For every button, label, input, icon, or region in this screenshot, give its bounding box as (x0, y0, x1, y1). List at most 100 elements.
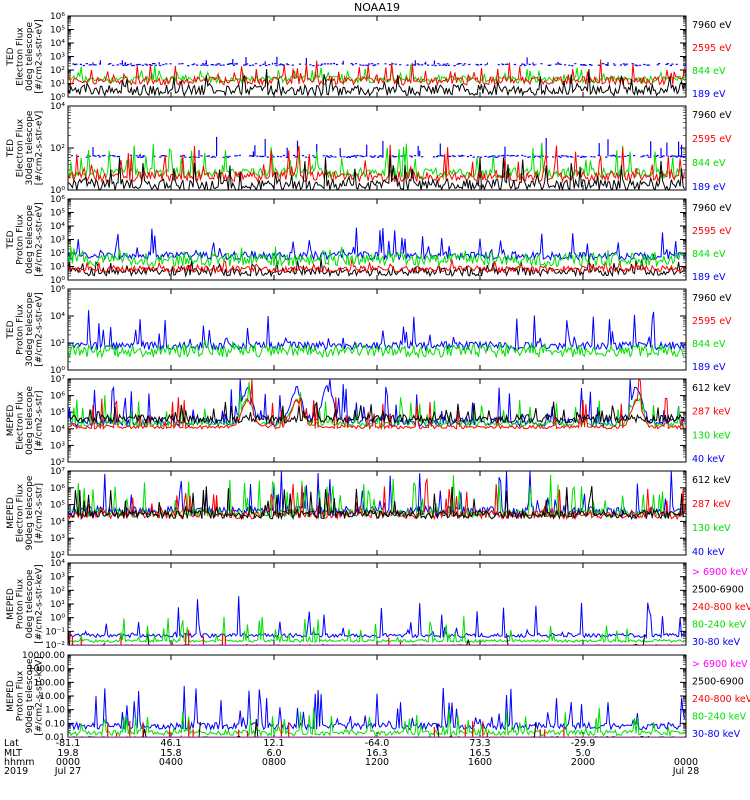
y-axis-label-line: 30deg telescope (25, 110, 35, 185)
x-tick-hhmm: 1600 (468, 757, 492, 768)
y-tick-label: 100.00 (34, 678, 66, 688)
x-tick-mlt: 19.8 (57, 748, 78, 759)
series-red (68, 379, 685, 431)
y-tick-label: 10² (50, 458, 65, 468)
legend-entry: 80-240 keV (692, 712, 747, 723)
y-tick-label: 10³ (50, 53, 65, 63)
x-tick-lat: -64.0 (365, 738, 390, 749)
y-tick-label: 10⁵ (50, 501, 65, 511)
y-axis-label-line: 30deg telescope (25, 292, 35, 367)
y-axis-label-line: MEPED (6, 680, 16, 712)
panel-7: 10⁻² 10⁻¹ 10⁰ 10¹ 10² 10³ 10⁴ MEPED Proton Flux 0… (6, 559, 750, 651)
legend-entry: 2595 eV (692, 316, 732, 327)
y-tick-label: 10⁰ (50, 276, 65, 286)
legend-entry: 189 eV (692, 182, 726, 193)
legend-entry: 7960 eV (692, 203, 732, 214)
legend-entry: 30-80 keV (692, 729, 741, 740)
figure-title: NOAA19 (354, 1, 400, 14)
legend-entry: > 6900 keV (692, 659, 748, 670)
legend-entry: 189 eV (692, 89, 726, 100)
y-tick-label: 10³ (50, 441, 65, 451)
y-axis-label-line: Proton Flux (16, 578, 26, 629)
x-tick-lat: -29.9 (571, 738, 596, 749)
y-tick-label: 10.00 (39, 692, 65, 702)
y-axis-label-line: 0deg telescope (25, 205, 35, 275)
y-axis-label-line: TED (6, 230, 16, 249)
y-axis-label-line: [#/cm2-s-str-keV] (35, 656, 45, 735)
y-tick-label: 10¹ (50, 600, 65, 610)
series-group (68, 136, 686, 190)
x-tick-lat: 73.3 (469, 738, 490, 749)
legend-entry: 40 keV (692, 547, 725, 558)
y-tick-label: 10⁶ (50, 285, 65, 295)
series-group (68, 685, 685, 737)
legend-entry: 844 eV (692, 158, 726, 169)
series-black (68, 401, 685, 425)
series-black (68, 257, 685, 278)
y-axis-label-line: 90deg telescope (25, 658, 35, 733)
x-row-label: Lat (4, 738, 19, 749)
y-tick-label: 10¹ (50, 263, 65, 273)
panel-frame (67, 288, 687, 371)
legend-entry: 7960 eV (692, 110, 732, 121)
y-tick-label: 10⁻² (45, 641, 65, 651)
series-black (68, 485, 685, 521)
x-tick-hhmm: 0000 (56, 757, 80, 768)
y-axis-label-line: [#/cm2-s-str] (35, 390, 45, 450)
panel-5: 10² 10³ 10⁴ 10⁵ 10⁶ 10⁷ MEPED Electron Flux 0deg… (6, 375, 731, 468)
legend-entry: 7960 eV (692, 293, 732, 304)
legend-entry: 287 keV (692, 407, 731, 418)
legend-entry: 612 keV (692, 475, 731, 486)
series-black (68, 69, 685, 97)
y-tick-label: 10⁷ (50, 467, 65, 477)
y-tick-label: 10⁵ (50, 209, 65, 219)
panel-frame (67, 562, 687, 646)
series-group (68, 310, 685, 359)
series-blue (70, 136, 686, 158)
y-tick-label: 10⁴ (50, 312, 65, 322)
legend-entry: 2595 eV (692, 226, 732, 237)
legend-entry: 287 keV (692, 499, 731, 510)
x-tick-hhmm: 2000 (571, 757, 595, 768)
y-tick-label: 10⁶ (50, 484, 65, 494)
y-tick-label: 10³ (50, 534, 65, 544)
y-tick-label: 10⁴ (50, 39, 65, 49)
series-green (68, 63, 685, 85)
y-tick-label: 10⁶ (50, 12, 65, 22)
legend-entry: > 6900 keV (692, 567, 748, 578)
legend-entry: 844 eV (692, 339, 726, 350)
y-axis-label-line: 90deg telescope (25, 475, 35, 550)
y-tick-label: 10⁴ (50, 425, 65, 435)
y-axis-label-line: Proton Flux (16, 214, 26, 265)
legend-entry: 2595 eV (692, 43, 732, 54)
legend-entry: 844 eV (692, 66, 726, 77)
y-axis-label-line: Proton Flux (16, 670, 26, 721)
y-tick-label: 10⁶ (50, 195, 65, 205)
x-tick-lat: 46.1 (160, 738, 181, 749)
y-axis-label-line: Electron Flux (16, 391, 26, 450)
y-tick-label: 0.01 (45, 733, 65, 743)
panel-4: 10⁰ 10² 10⁴ 10⁶ TED Proton Flux 30deg telescop… (6, 285, 732, 376)
x-tick-mlt: 16.3 (366, 748, 387, 759)
y-tick-label: 10² (50, 586, 65, 596)
series-black (68, 631, 684, 645)
y-tick-label: 10² (50, 144, 65, 154)
y-axis-label-line: [#/cm2-s-str] (35, 483, 45, 543)
series-red (68, 59, 685, 87)
series-black (68, 156, 685, 190)
x-tick-hhmm: 0400 (159, 757, 183, 768)
series-blue (68, 310, 685, 352)
x-tick-mlt: 16.5 (469, 748, 490, 759)
x-tick-hhmm: 1200 (365, 757, 389, 768)
legend-entry: 40 keV (692, 454, 725, 465)
y-tick-label: 10² (50, 339, 65, 349)
x-tick-date: Jul 28 (672, 766, 700, 777)
series-red (68, 144, 685, 184)
panel-3: 10⁰ 10¹ 10² 10³ 10⁴ 10⁵ 10⁶ TED Proton Flux 0deg … (6, 195, 732, 286)
series-group (68, 596, 685, 645)
x-tick-date: Jul 27 (54, 766, 82, 777)
y-tick-label: 10⁶ (50, 392, 65, 402)
legend-entry: 844 eV (692, 249, 726, 260)
